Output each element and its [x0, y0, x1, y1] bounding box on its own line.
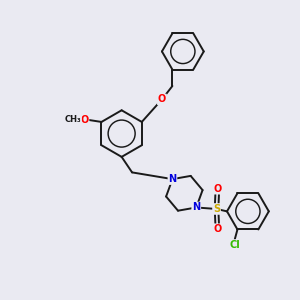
Text: O: O [213, 184, 221, 194]
Text: S: S [213, 204, 220, 214]
Text: N: N [168, 174, 176, 184]
Text: Cl: Cl [229, 240, 240, 250]
Text: O: O [158, 94, 166, 104]
Text: N: N [192, 202, 200, 212]
Text: O: O [80, 115, 88, 124]
Text: O: O [213, 224, 221, 234]
Text: CH₃: CH₃ [65, 115, 81, 124]
